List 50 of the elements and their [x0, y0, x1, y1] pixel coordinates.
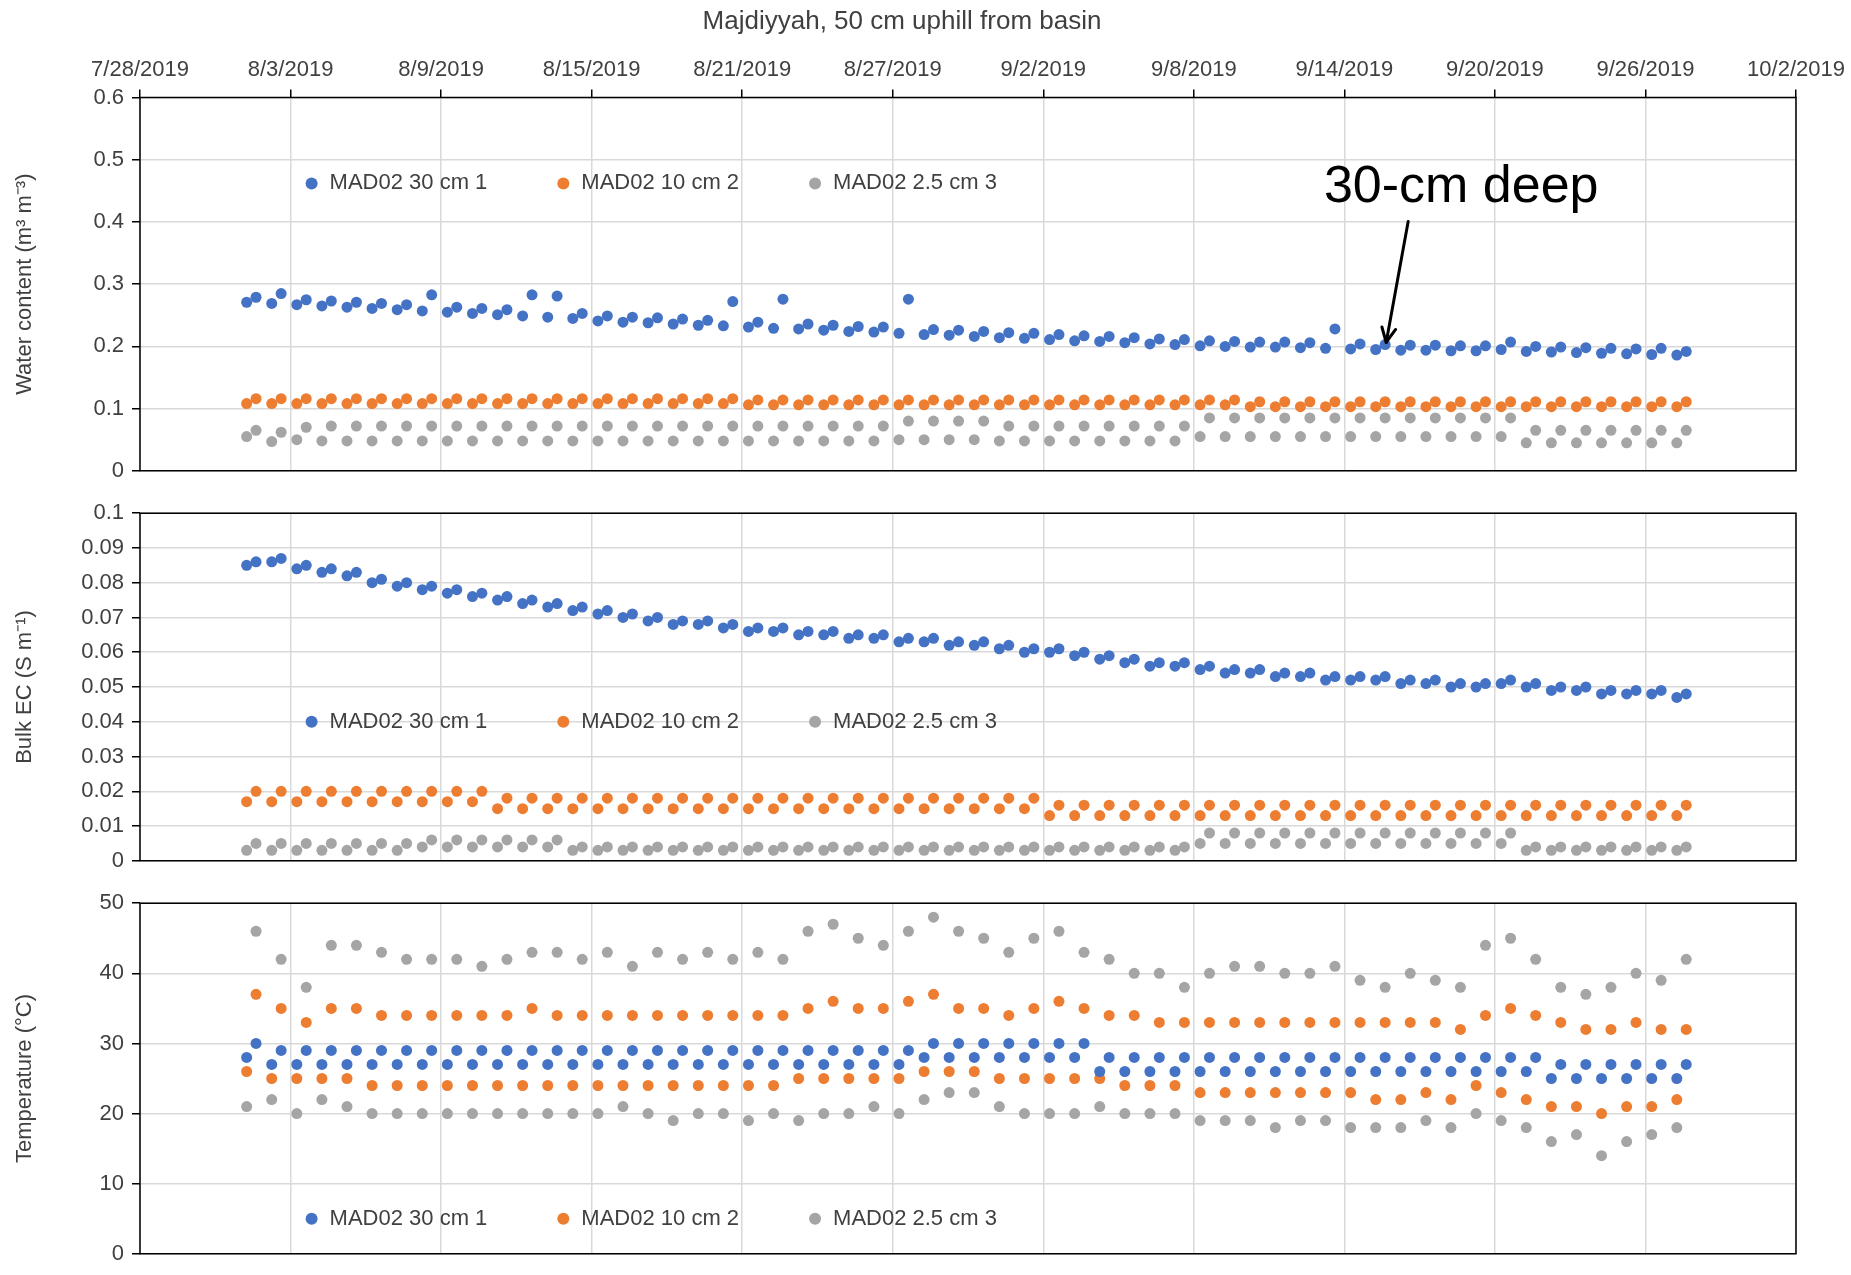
x-tick-label: 9/2/2019	[1000, 56, 1087, 82]
y-tick-label: 0.08	[81, 568, 124, 594]
x-tick-label: 8/9/2019	[398, 56, 484, 82]
y-tick-label: 20	[99, 1099, 124, 1125]
legend-label: MAD02 10 cm 2	[581, 707, 740, 733]
y-tick-label: 0	[111, 846, 124, 872]
x-tick-label: 9/20/2019	[1445, 56, 1544, 82]
y-tick-label: 0	[111, 456, 124, 482]
y-tick-label: 0.04	[81, 707, 124, 733]
y-tick-label: 0.01	[81, 812, 124, 838]
legend-label: MAD02 30 cm 1	[329, 707, 488, 733]
legend-label: MAD02 2.5 cm 3	[833, 1204, 997, 1230]
y-tick-label: 30	[99, 1029, 124, 1055]
x-tick-label: 9/14/2019	[1295, 56, 1394, 82]
y-tick-label: 0.4	[93, 208, 124, 234]
y-tick-label: 0.1	[93, 394, 124, 420]
y-tick-label: 0.09	[81, 534, 124, 560]
legend-label: MAD02 30 cm 1	[329, 169, 488, 195]
x-tick-label: 9/26/2019	[1596, 56, 1695, 82]
y-tick-label: 50	[99, 889, 124, 915]
y-tick-label: 0.1	[93, 499, 124, 525]
y-axis-title: Bulk EC (S m⁻¹)	[11, 610, 37, 764]
legend-label: MAD02 10 cm 2	[581, 1204, 740, 1230]
x-tick-label: 10/2/2019	[1747, 56, 1845, 82]
y-tick-label: 0.2	[93, 332, 124, 358]
x-tick-label: 8/15/2019	[542, 56, 641, 82]
y-axis-title: Water content (m³ m⁻³)	[11, 173, 37, 395]
x-tick-label: 8/3/2019	[247, 56, 334, 82]
y-axis-title: Temperature (°C)	[11, 994, 37, 1163]
legend-label: MAD02 10 cm 2	[581, 169, 740, 195]
x-tick-label: 8/21/2019	[693, 56, 792, 82]
chart-title: Majdiyyah, 50 cm uphill from basin	[702, 4, 1102, 35]
x-tick-label: 7/28/2019	[91, 56, 189, 82]
y-tick-label: 10	[99, 1169, 124, 1195]
x-tick-label: 8/27/2019	[843, 56, 942, 82]
y-tick-label: 0.5	[93, 145, 124, 171]
x-tick-label: 9/8/2019	[1151, 56, 1237, 82]
y-tick-label: 0.03	[81, 742, 124, 768]
y-tick-label: 0.02	[81, 777, 124, 803]
y-tick-label: 0.3	[93, 270, 124, 296]
y-tick-label: 0.07	[81, 603, 124, 629]
y-tick-label: 0	[111, 1239, 124, 1265]
y-tick-label: 0.05	[81, 673, 124, 699]
legend-label: MAD02 2.5 cm 3	[833, 169, 997, 195]
annotation: 30-cm deep	[1323, 154, 1599, 213]
y-tick-label: 0.6	[93, 83, 124, 109]
legend-label: MAD02 2.5 cm 3	[833, 707, 997, 733]
legend-label: MAD02 30 cm 1	[329, 1204, 488, 1230]
y-tick-label: 0.06	[81, 638, 124, 664]
y-tick-label: 40	[99, 959, 124, 985]
